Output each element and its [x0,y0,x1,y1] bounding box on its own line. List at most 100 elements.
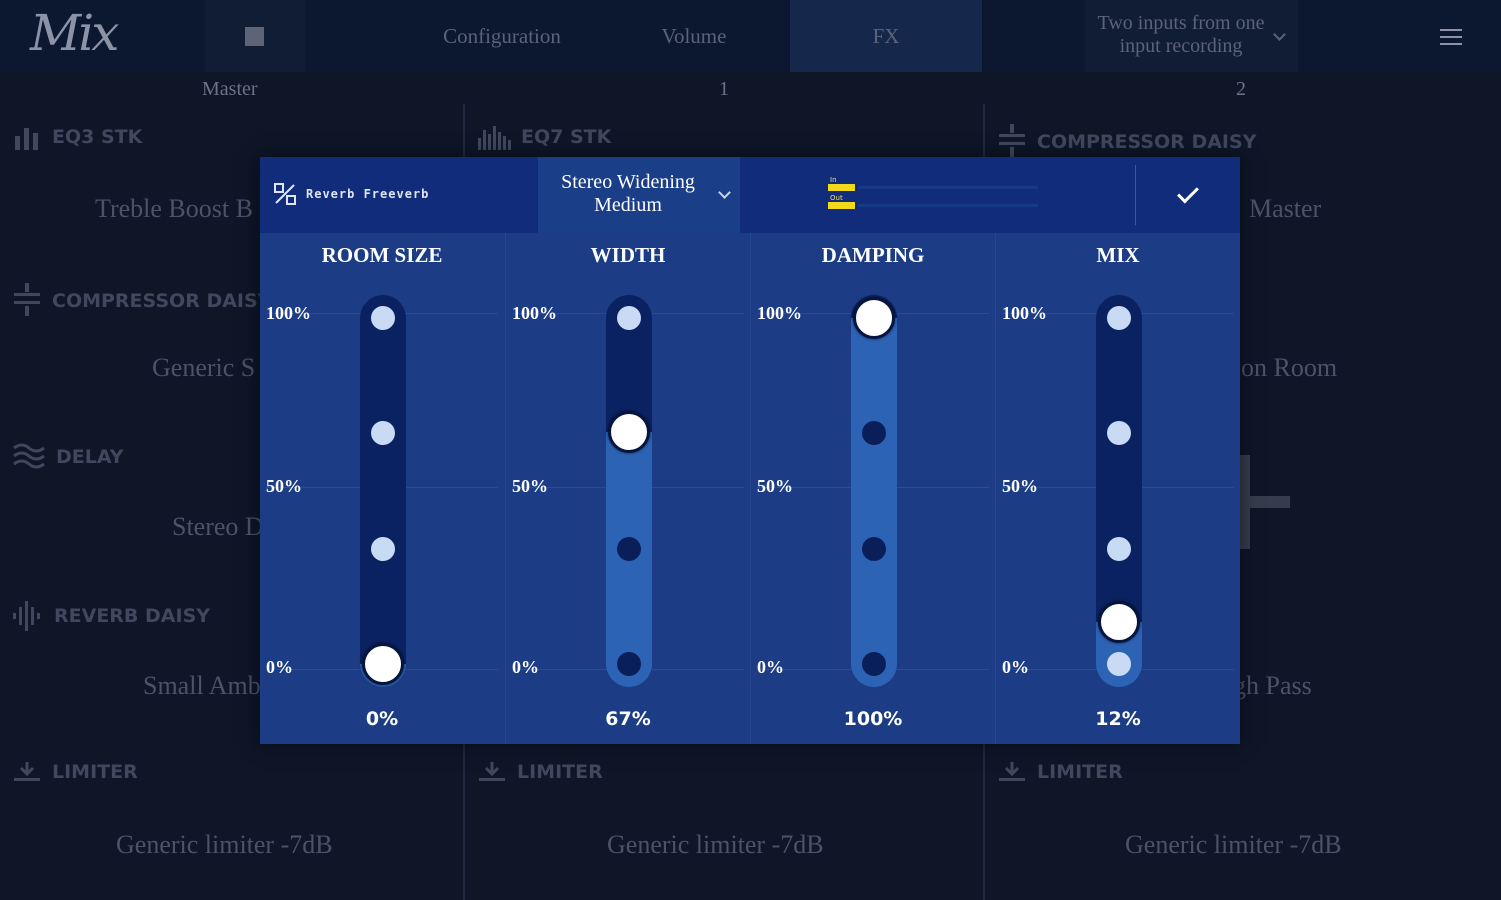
fx-editor-dialog: Reverb Freeverb Stereo Widening Medium I… [260,157,1240,744]
input-mode-label: Two inputs from one input recording [1097,12,1265,57]
fx-type-label: LIMITER [517,761,603,783]
fx-slot-header: EQ3 STK [12,124,142,150]
bypass-toggle-icon[interactable] [274,183,296,205]
add-fx-plus-icon-bar [1240,496,1290,508]
scale-label: 100% [512,303,557,323]
meter-in: In [828,176,1038,193]
fx-slot-header: LIMITER [12,760,138,784]
channel-label-master: Master [202,78,258,100]
fx-slot-header: DELAY [12,442,124,472]
slider-fill [851,318,897,687]
scale-label: 0% [512,657,539,677]
slider-detent-dot [862,536,886,561]
fx-slot-limiter[interactable]: LIMITER Generic limiter -7dB [465,740,983,898]
scale-label: 0% [757,657,784,677]
check-icon[interactable] [1177,181,1199,204]
fx-type-label: LIMITER [1037,761,1123,783]
compressor-icon [14,283,40,316]
fx-type-label: REVERB DAISY [54,605,211,627]
limiter-icon [14,762,40,781]
fx-slot-limiter[interactable]: LIMITER Generic limiter -7dB [0,740,463,898]
fx-preset-label: Master [1249,194,1322,223]
param-room-size: ROOM SIZE 100% 50% 0% 0% [260,233,504,744]
fx-slot-limiter[interactable]: LIMITER Generic limiter -7dB [985,740,1501,898]
meter-out-track [858,204,1038,207]
slider-detent-dot [617,652,641,676]
meter-in-label: In [830,176,837,184]
meter-out-bar [828,202,855,209]
slider-knob[interactable] [362,643,404,685]
param-name: WIDTH [590,243,666,267]
meter-in-bar [828,184,855,191]
limiter-icon [999,762,1025,781]
slider-detent-dot [1107,421,1131,446]
compressor-icon [999,124,1025,157]
slider-knob[interactable] [1098,601,1140,644]
fx-slot-header: LIMITER [477,760,603,784]
param-name: ROOM SIZE [321,243,443,267]
scale-label: 50% [757,476,793,496]
effect-name-label: Reverb Freeverb [306,187,430,201]
fx-preset-label: Small Amb [143,671,261,700]
param-mix: MIX 100% 50% 0% 12% [995,233,1239,744]
fx-slot-delay[interactable]: DELAY Stereo D [0,422,463,580]
fx-type-label: COMPRESSOR DAISY [1037,131,1257,153]
level-meter: In Out [828,173,1048,217]
hamburger-menu-icon[interactable] [1440,29,1462,45]
fx-slot[interactable]: on Room [985,263,1501,421]
slider-track[interactable] [606,295,652,687]
reverb-waveform-icon [13,601,40,631]
delay-waves-icon [13,443,45,469]
param-value: 100% [843,708,903,730]
fx-slot-compressor[interactable]: COMPRESSOR DAISY Master [985,104,1501,262]
fx-slot-reverb[interactable]: REVERB DAISY Small Amb [0,581,463,739]
header-divider [1135,165,1136,225]
scale-label: 0% [266,657,293,677]
chevron-down-icon [718,186,731,199]
param-damping: DAMPING 100% 50% 0% 100% [750,233,994,744]
stop-button[interactable] [205,0,305,72]
fx-slot-compressor[interactable]: COMPRESSOR DAISY Generic S [0,263,463,421]
fx-type-label: EQ3 STK [52,126,143,148]
param-value: 12% [1095,708,1141,730]
fx-preset-label: gh Pass [1233,671,1312,700]
effect-name: Reverb Freeverb [274,183,429,205]
preset-dropdown[interactable]: Stereo Widening Medium [538,157,740,233]
slider-detent-dot [1107,306,1131,330]
fx-slot-eq3[interactable]: EQ3 STK Treble Boost B [0,104,463,262]
fx-slot-header: EQ7 STK [477,124,611,150]
slider-track[interactable] [851,295,897,687]
param-name: DAMPING [821,243,925,267]
preset-dropdown-label: Stereo Widening Medium [561,171,695,216]
channel-label-1: 1 [719,78,729,100]
slider-detent-dot [1107,536,1131,561]
fx-preset-label: Generic limiter -7dB [607,830,824,859]
meter-out-label: Out [830,194,843,202]
slider-knob[interactable] [853,297,895,339]
slider-detent-dot [1107,652,1131,676]
tab-volume[interactable]: Volume [661,24,727,48]
slider-detent-dot [371,536,395,561]
fx-slot-header: COMPRESSOR DAISY [997,124,1256,160]
tab-configuration[interactable]: Configuration [443,24,561,48]
scale-label: 100% [1002,303,1047,323]
fx-slot[interactable]: gh Pass [985,581,1501,739]
fx-preset-label: Generic limiter -7dB [116,830,333,859]
fx-preset-label: Generic limiter -7dB [1125,830,1342,859]
tab-fx[interactable]: FX [790,0,982,72]
fx-preset-label: Generic S [152,353,256,382]
fx-preset-label: on Room [1241,353,1338,382]
slider-track[interactable] [360,295,406,687]
meter-in-track [858,186,1038,189]
input-mode-select[interactable]: Two inputs from one input recording [1085,0,1298,72]
dialog-header: Reverb Freeverb Stereo Widening Medium I… [260,157,1240,233]
fx-slot-header: LIMITER [997,760,1123,784]
scale-label: 100% [266,303,311,323]
slider-detent-dot [371,306,395,330]
channel-label-2: 2 [1236,78,1246,100]
slider-knob[interactable] [608,411,650,454]
fx-slot-eq7[interactable]: EQ7 STK [465,104,983,262]
slider-detent-dot [617,536,641,561]
fx-type-label: EQ7 STK [521,126,612,148]
scale-label: 100% [757,303,802,323]
